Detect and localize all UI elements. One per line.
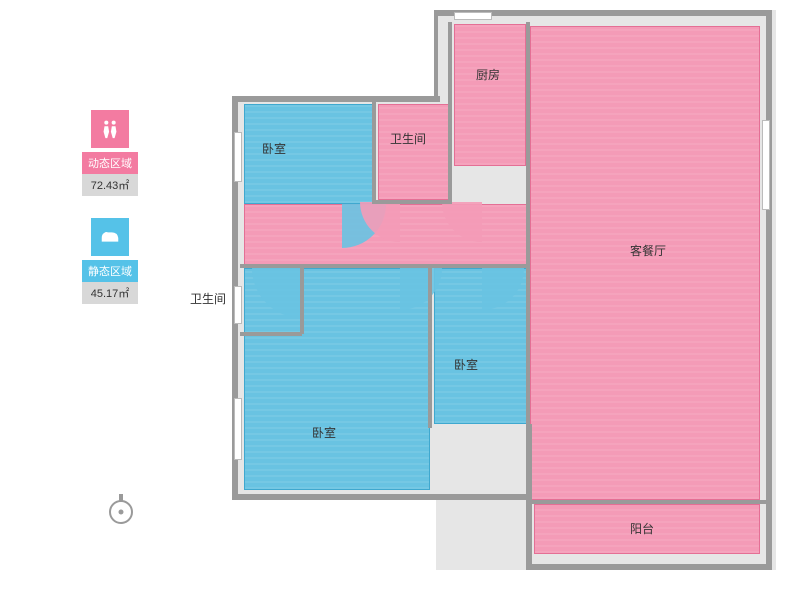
external-label: 卫生间 bbox=[190, 290, 226, 307]
room-label-bedroom3: 卧室 bbox=[454, 356, 478, 373]
window-segment bbox=[234, 132, 242, 182]
window-segment bbox=[454, 12, 492, 20]
wall-segment bbox=[372, 100, 376, 204]
legend-static-value: 45.17㎡ bbox=[82, 282, 138, 304]
wall-segment bbox=[232, 494, 532, 500]
compass-icon bbox=[106, 492, 136, 522]
wall-segment bbox=[240, 264, 528, 268]
wall-segment bbox=[376, 200, 452, 204]
bed-icon bbox=[91, 218, 129, 256]
room-label-kitchen: 厨房 bbox=[476, 66, 500, 83]
room-label-living: 客餐厅 bbox=[630, 242, 666, 259]
wall-segment bbox=[766, 10, 772, 570]
legend-dynamic-value: 72.43㎡ bbox=[82, 174, 138, 196]
people-icon bbox=[91, 110, 129, 148]
room-kitchen bbox=[454, 24, 526, 166]
wall-segment bbox=[300, 268, 304, 334]
wall-segment bbox=[448, 22, 452, 202]
legend-static: 静态区域 45.17㎡ bbox=[80, 218, 140, 304]
floorplan: 客餐厅厨房卫生间阳台卧室卧室卧室卫生间 bbox=[232, 10, 780, 590]
wall-segment bbox=[240, 332, 302, 336]
legend-panel: 动态区域 72.43㎡ 静态区域 45.17㎡ bbox=[80, 110, 140, 326]
legend-static-label: 静态区域 bbox=[82, 260, 138, 282]
legend-dynamic: 动态区域 72.43㎡ bbox=[80, 110, 140, 196]
legend-dynamic-label: 动态区域 bbox=[82, 152, 138, 174]
wall-segment bbox=[530, 500, 766, 504]
room-bath1 bbox=[378, 104, 450, 200]
room-label-bath1: 卫生间 bbox=[390, 130, 426, 147]
wall-segment bbox=[434, 10, 438, 100]
room-label-bedroom2: 卧室 bbox=[312, 424, 336, 441]
wall-segment bbox=[428, 268, 432, 428]
room-living bbox=[530, 26, 760, 500]
room-label-balcony: 阳台 bbox=[630, 520, 654, 537]
window-segment bbox=[762, 120, 770, 210]
room-label-bedroom1: 卧室 bbox=[262, 140, 286, 157]
window-segment bbox=[234, 398, 242, 460]
wall-segment bbox=[530, 564, 772, 570]
wall-segment bbox=[232, 96, 440, 102]
wall-segment bbox=[526, 22, 530, 502]
window-segment bbox=[234, 286, 242, 324]
